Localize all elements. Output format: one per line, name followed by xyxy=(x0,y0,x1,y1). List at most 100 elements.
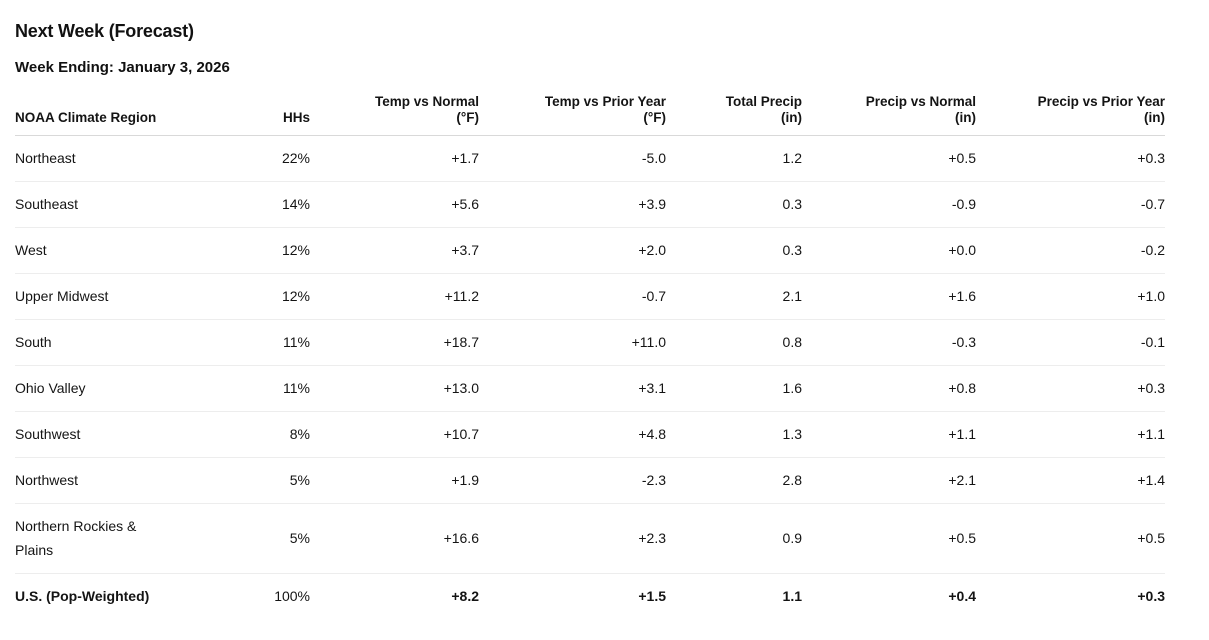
hhs-cell: 11% xyxy=(175,319,310,366)
temp-vs-normal-cell: +3.7 xyxy=(310,227,479,274)
temp-vs-normal-cell: +5.6 xyxy=(310,181,479,228)
hhs-cell: 14% xyxy=(175,181,310,228)
table-row-northeast: Northeast 22% +1.7 -5.0 1.2 +0.5 +0.3 xyxy=(15,135,1165,182)
column-header-precip-vs-normal: Precip vs Normal (in) xyxy=(802,94,976,136)
table-body: Northeast 22% +1.7 -5.0 1.2 +0.5 +0.3 So… xyxy=(15,135,1165,620)
total-precip-cell: 0.3 xyxy=(666,181,802,228)
column-unit: (°F) xyxy=(643,110,666,125)
week-ending-subtitle: Week Ending: January 3, 2026 xyxy=(15,59,230,76)
temp-vs-prior-year-cell: +3.1 xyxy=(479,365,666,412)
column-header-hhs: HHs xyxy=(175,94,310,136)
column-unit: (in) xyxy=(1144,110,1165,125)
table-row-southeast: Southeast 14% +5.6 +3.9 0.3 -0.9 -0.7 xyxy=(15,181,1165,228)
column-unit: (in) xyxy=(955,110,976,125)
column-label: Total Precip xyxy=(725,94,802,109)
page: Next Week (Forecast) Week Ending: Januar… xyxy=(15,21,1165,619)
total-precip-cell: 1.1 xyxy=(782,588,802,604)
precip-vs-normal-cell: -0.9 xyxy=(802,181,976,228)
temp-vs-normal-cell: +1.7 xyxy=(310,135,479,182)
total-precip-cell: 1.2 xyxy=(666,135,802,182)
hhs-cell: 12% xyxy=(175,227,310,274)
column-label: Precip vs Prior Year xyxy=(1037,94,1165,109)
temp-vs-normal-cell: +18.7 xyxy=(310,319,479,366)
precip-vs-normal-cell: -0.3 xyxy=(802,319,976,366)
hhs-cell: 8% xyxy=(175,411,310,458)
region-cell: Southwest xyxy=(15,411,175,458)
temp-vs-prior-year-cell: -5.0 xyxy=(479,135,666,182)
precip-vs-normal-cell: +1.1 xyxy=(802,411,976,458)
table-header: NOAA Climate Region HHs Temp vs Normal (… xyxy=(15,94,1165,136)
temp-vs-prior-year-cell: +4.8 xyxy=(479,411,666,458)
column-label: NOAA Climate Region xyxy=(15,110,157,125)
temp-vs-prior-year-cell: -0.7 xyxy=(479,273,666,320)
column-unit: (in) xyxy=(781,110,802,125)
total-precip-cell: 0.8 xyxy=(666,319,802,366)
hhs-cell: 11% xyxy=(175,365,310,412)
precip-vs-prior-year-cell: +0.3 xyxy=(976,135,1165,182)
column-header-precip-vs-prior-year: Precip vs Prior Year (in) xyxy=(976,94,1165,136)
region-cell: Ohio Valley xyxy=(15,365,175,412)
temp-vs-normal-cell: +8.2 xyxy=(451,588,479,604)
column-label: Precip vs Normal xyxy=(865,94,976,109)
temp-vs-prior-year-cell: -2.3 xyxy=(479,457,666,504)
column-label: HHs xyxy=(282,110,310,125)
temp-vs-prior-year-cell: +2.3 xyxy=(479,503,666,574)
temp-vs-normal-cell: +16.6 xyxy=(310,503,479,574)
precip-vs-prior-year-cell: +0.3 xyxy=(1137,588,1165,604)
precip-vs-prior-year-cell: +1.0 xyxy=(976,273,1165,320)
column-unit: (°F) xyxy=(456,110,479,125)
precip-vs-prior-year-cell: -0.2 xyxy=(976,227,1165,274)
table-row-us-total: U.S. (Pop-Weighted) 100% +8.2 +1.5 1.1 +… xyxy=(15,574,1165,620)
temp-vs-normal-cell: +11.2 xyxy=(310,273,479,320)
total-precip-cell: 0.3 xyxy=(666,227,802,274)
temp-vs-prior-year-cell: +3.9 xyxy=(479,181,666,228)
table-row-southwest: Southwest 8% +10.7 +4.8 1.3 +1.1 +1.1 xyxy=(15,411,1165,458)
precip-vs-normal-cell: +0.8 xyxy=(802,365,976,412)
precip-vs-prior-year-cell: +0.3 xyxy=(976,365,1165,412)
column-header-temp-vs-prior-year: Temp vs Prior Year (°F) xyxy=(479,94,666,136)
table-row-northern-rockies-plains: Northern Rockies & Plains 5% +16.6 +2.3 … xyxy=(15,503,1165,574)
region-cell: Northwest xyxy=(15,457,175,504)
precip-vs-normal-cell: +0.5 xyxy=(802,135,976,182)
temp-vs-prior-year-cell: +2.0 xyxy=(479,227,666,274)
hhs-cell: 22% xyxy=(175,135,310,182)
precip-vs-normal-cell: +0.5 xyxy=(802,503,976,574)
header-row: NOAA Climate Region HHs Temp vs Normal (… xyxy=(15,94,1165,136)
precip-vs-normal-cell: +0.4 xyxy=(948,588,976,604)
page-title: Next Week (Forecast) xyxy=(15,21,194,41)
total-precip-cell: 2.1 xyxy=(666,273,802,320)
column-header-region: NOAA Climate Region xyxy=(15,94,175,136)
total-precip-cell: 1.3 xyxy=(666,411,802,458)
hhs-cell: 5% xyxy=(175,503,310,574)
table-row-west: West 12% +3.7 +2.0 0.3 +0.0 -0.2 xyxy=(15,227,1165,274)
total-precip-cell: 1.6 xyxy=(666,365,802,412)
precip-vs-prior-year-cell: +1.1 xyxy=(976,411,1165,458)
total-precip-cell: 2.8 xyxy=(666,457,802,504)
precip-vs-prior-year-cell: -0.7 xyxy=(976,181,1165,228)
precip-vs-prior-year-cell: -0.1 xyxy=(976,319,1165,366)
region-cell: Northern Rockies & Plains xyxy=(15,503,175,574)
column-header-temp-vs-normal: Temp vs Normal (°F) xyxy=(310,94,479,136)
precip-vs-prior-year-cell: +1.4 xyxy=(976,457,1165,504)
region-cell: West xyxy=(15,227,175,274)
table-row-northwest: Northwest 5% +1.9 -2.3 2.8 +2.1 +1.4 xyxy=(15,457,1165,504)
total-precip-cell: 0.9 xyxy=(666,503,802,574)
temp-vs-prior-year-cell: +11.0 xyxy=(479,319,666,366)
forecast-table: NOAA Climate Region HHs Temp vs Normal (… xyxy=(15,94,1165,619)
hhs-cell: 5% xyxy=(175,457,310,504)
table-row-south: South 11% +18.7 +11.0 0.8 -0.3 -0.1 xyxy=(15,319,1165,366)
region-cell: U.S. (Pop-Weighted) xyxy=(15,588,150,604)
table-row-upper-midwest: Upper Midwest 12% +11.2 -0.7 2.1 +1.6 +1… xyxy=(15,273,1165,320)
hhs-cell: 12% xyxy=(175,273,310,320)
region-cell: Southeast xyxy=(15,181,175,228)
precip-vs-normal-cell: +1.6 xyxy=(802,273,976,320)
precip-vs-normal-cell: +0.0 xyxy=(802,227,976,274)
temp-vs-normal-cell: +13.0 xyxy=(310,365,479,412)
temp-vs-prior-year-cell: +1.5 xyxy=(638,588,666,604)
precip-vs-prior-year-cell: +0.5 xyxy=(976,503,1165,574)
column-label: Temp vs Normal xyxy=(374,94,479,109)
region-cell: Northeast xyxy=(15,135,175,182)
precip-vs-normal-cell: +2.1 xyxy=(802,457,976,504)
column-header-total-precip: Total Precip (in) xyxy=(666,94,802,136)
temp-vs-normal-cell: +1.9 xyxy=(310,457,479,504)
